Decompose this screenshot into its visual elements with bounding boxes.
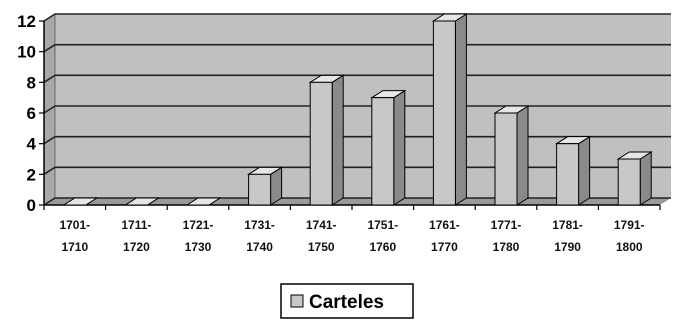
bar: [370, 89, 407, 206]
bar-top: [123, 197, 161, 206]
x-tick-label: 1721-1730: [183, 218, 214, 254]
bar-top: [185, 197, 222, 206]
y-tick-label: 6: [27, 104, 36, 123]
bar: [616, 151, 653, 206]
x-tick-label: 1771-1780: [491, 218, 522, 254]
bar-front: [494, 112, 518, 206]
x-tick-label: 1741-1750: [306, 218, 337, 254]
bars: [62, 13, 653, 206]
bar: [123, 197, 161, 206]
x-tick-label: 1731-1740: [244, 218, 275, 254]
x-tick-label: 1781-1790: [552, 218, 583, 254]
bar: [431, 13, 469, 206]
x-tick-label: 1701-1710: [59, 218, 90, 254]
legend: Carteles: [280, 283, 414, 319]
bar-front: [432, 20, 456, 206]
y-tick-label: 2: [27, 165, 36, 184]
bar-front: [248, 173, 272, 206]
y-tick-label: 0: [27, 196, 36, 215]
x-tick-label: 1751-1760: [367, 218, 398, 254]
bar: [62, 197, 99, 206]
bar-front: [617, 158, 641, 206]
legend-label: Carteles: [309, 292, 384, 313]
y-tick-label: 12: [17, 12, 36, 31]
y-tick-label: 8: [27, 73, 36, 92]
bar-top: [62, 197, 99, 206]
y-tick-label: 4: [27, 135, 37, 154]
legend-swatch: [290, 294, 304, 308]
bar-side: [639, 151, 652, 206]
bar: [308, 74, 345, 206]
labels: 0 2 4 6 8 10 12 1701-1710 1711-1720 1721-1730 1731…: [17, 12, 644, 254]
bar-side: [516, 105, 529, 206]
bar: [246, 166, 284, 206]
bar: [493, 105, 530, 206]
x-tick-label: 1761-1770: [429, 218, 460, 254]
bar-side: [331, 74, 344, 206]
x-tick-label: 1791-1800: [614, 218, 645, 254]
bar: [554, 135, 592, 206]
bar-side: [454, 13, 467, 206]
x-tick-label: 1711-1720: [121, 218, 151, 254]
bar-front: [309, 81, 333, 206]
bar-front: [371, 97, 395, 206]
bar-side: [578, 135, 591, 206]
bar-front: [556, 143, 580, 206]
bar: [185, 197, 222, 206]
bar-side: [393, 89, 406, 206]
y-tick-label: 10: [17, 43, 36, 62]
